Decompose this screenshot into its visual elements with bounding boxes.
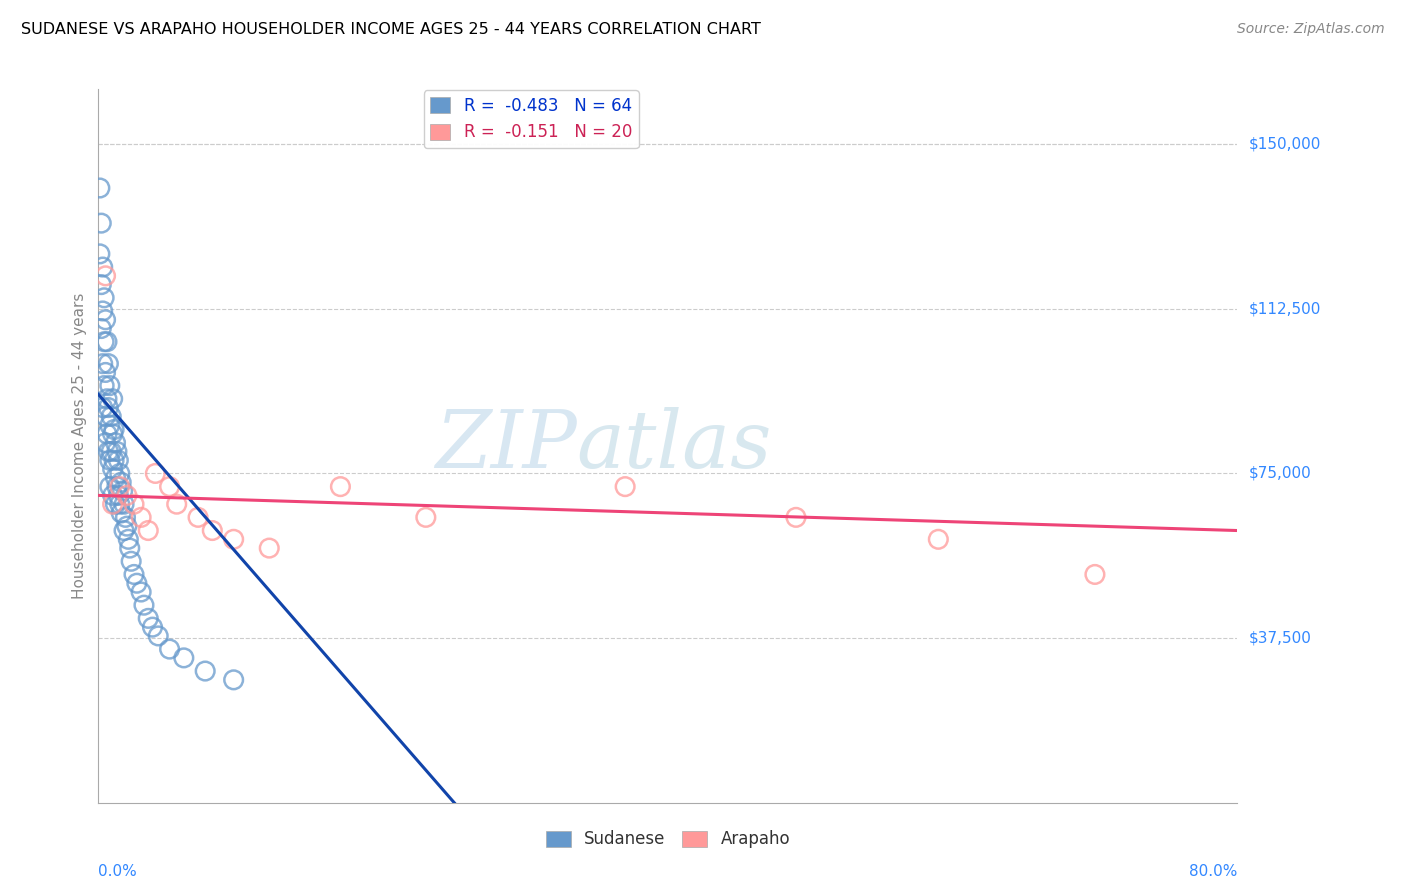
Text: 80.0%: 80.0% <box>1189 864 1237 880</box>
Point <box>122 567 145 582</box>
Text: $37,500: $37,500 <box>1249 631 1312 646</box>
Point <box>1084 567 1107 582</box>
Point <box>118 541 141 555</box>
Point <box>91 401 114 415</box>
Point <box>129 585 152 599</box>
Point <box>125 576 148 591</box>
Point <box>90 216 112 230</box>
Point <box>101 462 124 476</box>
Point <box>110 475 132 490</box>
Point <box>136 524 159 538</box>
Point <box>122 497 145 511</box>
Point <box>194 664 217 678</box>
Point <box>97 357 120 371</box>
Point <box>96 392 118 406</box>
Point <box>98 480 121 494</box>
Y-axis label: Householder Income Ages 25 - 44 years: Householder Income Ages 25 - 44 years <box>72 293 87 599</box>
Point <box>259 541 281 555</box>
Point <box>187 510 209 524</box>
Point <box>201 524 224 538</box>
Point <box>98 378 121 392</box>
Point <box>222 533 245 547</box>
Point <box>94 366 117 380</box>
Point <box>136 611 159 625</box>
Text: atlas: atlas <box>576 408 772 484</box>
Point <box>112 524 135 538</box>
Point <box>100 444 122 458</box>
Point <box>98 453 121 467</box>
Point <box>117 533 139 547</box>
Point <box>90 321 112 335</box>
Point <box>222 673 245 687</box>
Point <box>94 312 117 326</box>
Point <box>614 480 637 494</box>
Text: Source: ZipAtlas.com: Source: ZipAtlas.com <box>1237 22 1385 37</box>
Point <box>96 334 118 349</box>
Point <box>97 401 120 415</box>
Point <box>145 467 167 481</box>
Point <box>101 392 124 406</box>
Point <box>148 629 170 643</box>
Point <box>112 497 135 511</box>
Point <box>97 444 120 458</box>
Point <box>91 304 114 318</box>
Point <box>110 506 132 520</box>
Point <box>159 480 181 494</box>
Text: $150,000: $150,000 <box>1249 136 1322 152</box>
Point <box>101 488 124 502</box>
Point <box>132 598 155 612</box>
Point <box>94 268 117 283</box>
Text: $112,500: $112,500 <box>1249 301 1322 317</box>
Point <box>329 480 352 494</box>
Point <box>94 435 117 450</box>
Point <box>103 423 125 437</box>
Point <box>108 497 131 511</box>
Point <box>107 488 129 502</box>
Point <box>104 497 127 511</box>
Point <box>101 426 124 441</box>
Point <box>98 418 121 433</box>
Legend: Sudanese, Arapaho: Sudanese, Arapaho <box>538 824 797 855</box>
Point <box>120 554 142 568</box>
Point <box>111 483 134 498</box>
Point <box>415 510 437 524</box>
Point <box>94 409 117 424</box>
Point <box>114 510 136 524</box>
Point <box>108 480 131 494</box>
Point <box>785 510 807 524</box>
Point <box>93 378 115 392</box>
Point <box>159 642 181 657</box>
Point <box>103 453 125 467</box>
Point <box>91 357 114 371</box>
Point <box>115 488 138 502</box>
Point <box>105 480 128 494</box>
Point <box>166 497 188 511</box>
Point <box>927 533 949 547</box>
Point <box>101 497 124 511</box>
Point <box>107 453 129 467</box>
Point <box>129 510 152 524</box>
Point <box>93 291 115 305</box>
Text: ZIP: ZIP <box>434 408 576 484</box>
Text: 0.0%: 0.0% <box>98 864 138 880</box>
Text: SUDANESE VS ARAPAHO HOUSEHOLDER INCOME AGES 25 - 44 YEARS CORRELATION CHART: SUDANESE VS ARAPAHO HOUSEHOLDER INCOME A… <box>21 22 761 37</box>
Text: $75,000: $75,000 <box>1249 466 1312 481</box>
Point <box>91 260 114 274</box>
Point <box>89 181 111 195</box>
Point <box>90 277 112 292</box>
Point <box>89 247 111 261</box>
Point <box>100 409 122 424</box>
Point <box>93 334 115 349</box>
Point <box>104 471 127 485</box>
Point <box>141 620 163 634</box>
Point <box>108 467 131 481</box>
Point <box>115 519 138 533</box>
Point <box>96 426 118 441</box>
Point <box>173 651 195 665</box>
Point <box>104 435 127 450</box>
Point <box>105 444 128 458</box>
